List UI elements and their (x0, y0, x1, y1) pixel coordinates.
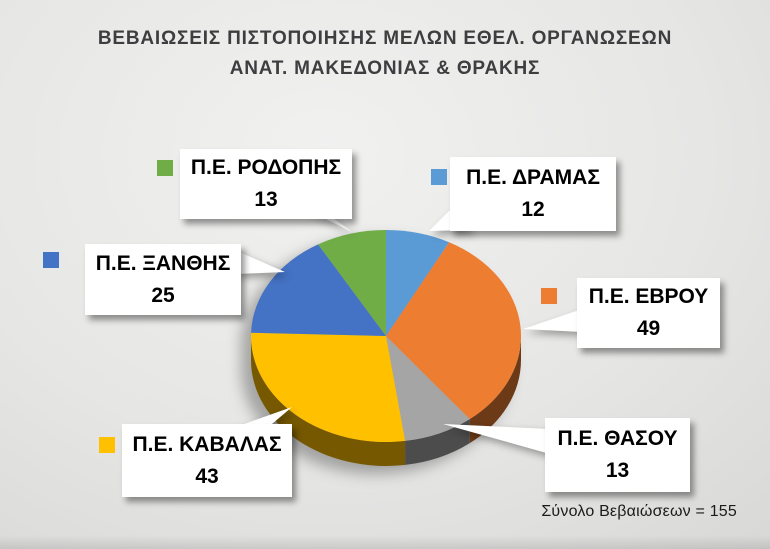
callout-tail-1 (523, 309, 582, 332)
pie-slice-3 (250, 332, 406, 442)
pie-slice-4 (251, 244, 386, 336)
legend-marker (99, 437, 115, 453)
callout-category: Π.Ε. ΚΑΒΑΛΑΣ (132, 432, 282, 456)
legend-marker (541, 288, 557, 304)
pie-slice-wall-1 (469, 336, 521, 444)
total-label: Σύνολο Βεβαιώσεων = 155 (541, 503, 737, 520)
chart-title: ΒΕΒΑΙΩΣΕΙΣ ΠΙΣΤΟΠΟΙΗΣΗΣ ΜΕΛΩΝ ΕΘΕΛ. ΟΡΓΑ… (0, 24, 770, 84)
callout-value: 12 (521, 198, 545, 221)
data-label-callout: Π.Ε. ΚΑΒΑΛΑΣ 43 (122, 424, 292, 497)
callout-value: 43 (195, 464, 219, 488)
callout-value: 49 (636, 317, 661, 340)
chart-title-line1: ΒΕΒΑΙΩΣΕΙΣ ΠΙΣΤΟΠΟΙΗΣΗΣ ΜΕΛΩΝ ΕΘΕΛ. ΟΡΓΑ… (97, 28, 673, 49)
callout-value: 13 (254, 188, 278, 211)
data-label-callout: Π.Ε. ΡΟΔΟΠΗΣ 13 (180, 149, 352, 219)
callout-tail-3 (230, 407, 292, 429)
chart-title-line2: ΑΝΑΤ. ΜΑΚΕΔΟΝΙΑΣ & ΘΡΑΚΗΣ (229, 58, 541, 79)
callout-category: Π.Ε. ΡΟΔΟΠΗΣ (190, 156, 342, 179)
pie-slice-2 (386, 336, 470, 441)
pie-slice-0 (386, 230, 450, 336)
data-label-callout: Π.Ε. ΞΑΝΘΗΣ 25 (85, 244, 241, 315)
pie-slice-1 (386, 242, 522, 420)
callout-category: Π.Ε. ΔΡΑΜΑΣ (466, 166, 600, 189)
data-label-callout: Π.Ε. ΔΡΑΜΑΣ 12 (450, 157, 616, 231)
callout-category: Π.Ε. ΕΒΡΟΥ (588, 285, 709, 308)
pie-slice-wall-2 (405, 419, 470, 465)
pie-slice-5 (318, 230, 386, 336)
legend-marker (43, 252, 59, 268)
legend-marker (157, 160, 173, 176)
data-label-callout: Π.Ε. ΕΒΡΟΥ 49 (577, 278, 720, 348)
legend-marker (431, 169, 447, 185)
data-label-callout: Π.Ε. ΘΑΣΟΥ 13 (545, 418, 690, 492)
callout-tail-2 (443, 424, 550, 454)
callout-tail-4 (237, 251, 285, 274)
callout-category: Π.Ε. ΘΑΣΟΥ (557, 427, 678, 450)
callout-value: 13 (605, 459, 630, 482)
callout-value: 25 (151, 283, 175, 307)
callout-category: Π.Ε. ΞΑΝΘΗΣ (95, 251, 231, 275)
